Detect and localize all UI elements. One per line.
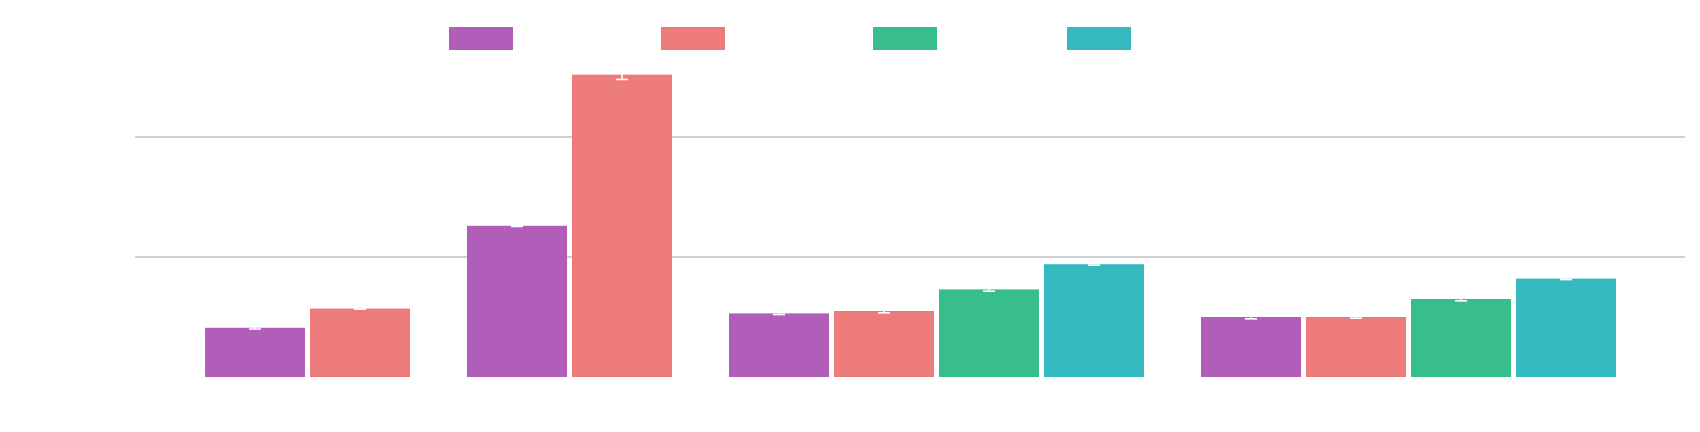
error-bar-g3-s3 (983, 286, 995, 292)
bar-g3-s1 (729, 313, 829, 377)
error-bar-g4-s2 (1350, 315, 1362, 319)
legend-swatch-2 (661, 27, 725, 50)
bars (205, 74, 1616, 377)
bar-g3-s4 (1044, 264, 1144, 377)
grid (135, 136, 1685, 258)
legend-swatch-3 (873, 27, 937, 50)
legend (449, 27, 1131, 50)
error-bar-g4-s3 (1455, 296, 1467, 302)
error-bar-g3-s2 (878, 308, 890, 314)
legend-swatch-4 (1067, 27, 1131, 50)
bar-g3-s2 (834, 311, 934, 377)
error-bars (249, 69, 1572, 330)
legend-swatch-1 (449, 27, 513, 50)
error-bar-g3-s1 (773, 311, 785, 316)
error-bar-g4-s4 (1560, 276, 1572, 281)
error-bar-g2-s2 (616, 69, 628, 81)
error-bar-g2-s1 (511, 224, 523, 228)
error-bar-g1-s1 (249, 325, 261, 330)
error-bar-g4-s1 (1245, 314, 1257, 320)
bar-g4-s4 (1516, 278, 1616, 377)
bar-g2-s1 (467, 225, 567, 377)
error-bar-g1-s2 (354, 307, 366, 310)
bar-g1-s1 (205, 327, 305, 377)
bar-g4-s3 (1411, 299, 1511, 377)
bar-g1-s2 (310, 308, 410, 377)
bar-g2-s2 (572, 74, 672, 377)
bar-g4-s2 (1306, 317, 1406, 377)
bar-g3-s3 (939, 289, 1039, 377)
bar-g4-s1 (1201, 317, 1301, 377)
error-bar-g3-s4 (1088, 262, 1100, 266)
